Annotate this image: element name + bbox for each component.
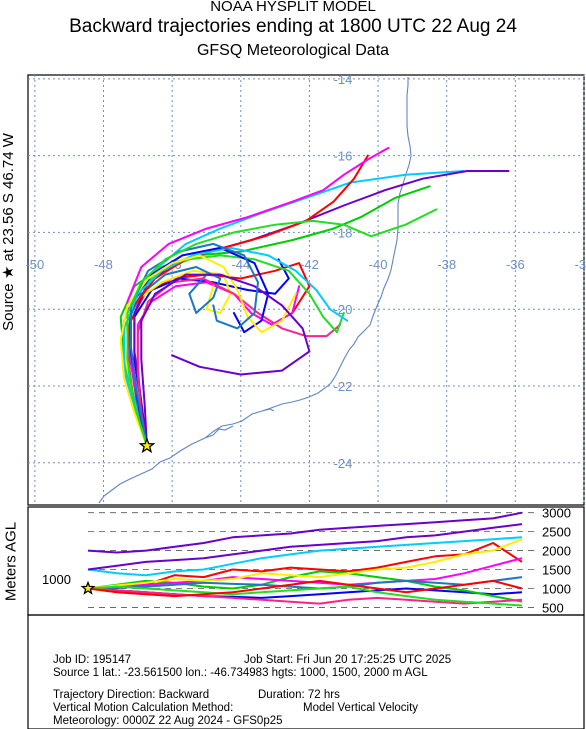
height-tick-label: 2500 [542, 525, 571, 540]
height-profile-line [87, 523, 523, 571]
coastline [98, 77, 412, 504]
height-panel-frame [27, 506, 585, 616]
trajectory-line [136, 281, 301, 447]
lon-tick-label: -38 [437, 257, 456, 272]
trajectory-line [126, 208, 438, 447]
trajectory-line [130, 242, 259, 447]
vertical-motion-value: Model Vertical Velocity [303, 702, 419, 714]
height-profile-lines [87, 511, 523, 607]
map-tick-labels: -50-48-46-44-42-40-38-36-34-14-16-18-20-… [25, 72, 586, 471]
lat-tick-label: -22 [334, 379, 353, 394]
height-tick-label: 1500 [542, 563, 571, 578]
source-star-mark [138, 437, 156, 454]
trajectory-line [119, 254, 297, 447]
source-info: Source 1 lat.: -23.561500 lon.: -46.7349… [53, 667, 428, 679]
lat-tick-label: -24 [334, 456, 353, 471]
lat-tick-label: -18 [334, 225, 353, 240]
height-tick-label: 2000 [542, 544, 571, 559]
chart-title: Backward trajectories ending at 1800 UTC… [69, 16, 517, 37]
height-profile-line [87, 538, 523, 590]
height-tick-label: 500 [542, 600, 564, 615]
model-title: NOAA HYSPLIT MODEL [210, 0, 376, 15]
source-star-label-icon: ★ [0, 265, 17, 280]
meteorology-info: Meteorology: 0000Z 22 Aug 2024 - GFS0p25 [53, 715, 283, 727]
trajectory-line [140, 273, 311, 447]
lon-tick-label: -36 [506, 257, 525, 272]
map-gridlines [28, 75, 585, 505]
trajectory-line [126, 146, 390, 447]
source-star-icon [138, 437, 156, 454]
height-profile-line [87, 536, 523, 577]
lat-tick-label: -16 [334, 149, 353, 164]
lon-tick-label: -40 [369, 257, 388, 272]
height-profile-line [87, 585, 523, 607]
lon-tick-label: -50 [25, 257, 44, 272]
trajectory-line [133, 170, 510, 447]
trajectory-lines [119, 146, 510, 447]
job-id: Job ID: 195147 [53, 654, 132, 666]
lon-tick-label: -48 [94, 257, 113, 272]
trajectory-line [130, 262, 311, 447]
height-tick-label: 1000 [542, 581, 571, 596]
start-height-label: 1000 [42, 572, 71, 587]
height-axis-label: Meters AGL [2, 521, 20, 602]
height-tick-label: 3000 [542, 506, 571, 521]
height-source-star-mark [80, 580, 96, 595]
lon-tick-label: -44 [231, 257, 250, 272]
info-box [27, 614, 585, 729]
height-profile-line [87, 579, 523, 598]
trajectory-line [136, 277, 342, 447]
source-coordinates: at 23.56 S 46.74 W [0, 133, 17, 262]
vertical-motion-label: Vertical Motion Calculation Method: [53, 702, 234, 714]
height-profile-line [87, 587, 523, 605]
job-start: Job Start: Fri Jun 20 17:25:25 UTC 2025 [244, 654, 452, 666]
trajectory-line [126, 154, 369, 447]
meteorology-subtitle: GFSQ Meteorological Data [196, 42, 390, 59]
lon-tick-label: -34 [575, 257, 586, 272]
height-tick-labels: 500 1000 1500 2000 2500 3000 [542, 506, 571, 616]
height-profile-line [87, 511, 523, 554]
duration: Duration: 72 hrs [258, 689, 340, 701]
height-source-star-icon [80, 580, 96, 595]
trajectory-direction: Trajectory Direction: Backward [53, 689, 210, 701]
height-profile-line [87, 576, 523, 590]
lat-tick-label: -20 [334, 302, 353, 317]
lon-tick-label: -42 [300, 257, 319, 272]
source-prefix: Source [0, 283, 17, 331]
lat-tick-label: -14 [334, 72, 353, 87]
